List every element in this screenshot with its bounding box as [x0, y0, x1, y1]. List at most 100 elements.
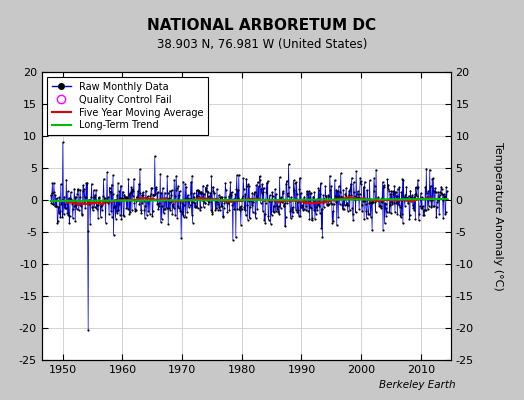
Point: [131, 208, 139, 214]
Point: [422, 207, 430, 213]
Point: [85, 196, 94, 203]
Point: [324, 192, 333, 198]
Point: [206, 190, 215, 196]
Point: [260, 217, 268, 223]
Point: [265, 197, 274, 204]
Point: [135, 180, 143, 187]
Point: [420, 212, 429, 218]
Point: [262, 188, 270, 195]
Point: [138, 200, 147, 206]
Point: [212, 196, 220, 202]
Point: [436, 189, 444, 195]
Point: [344, 208, 352, 214]
Point: [354, 191, 363, 197]
Point: [149, 208, 157, 214]
Point: [276, 205, 285, 211]
Point: [380, 182, 388, 188]
Point: [257, 186, 265, 192]
Point: [97, 202, 106, 208]
Point: [239, 175, 247, 182]
Point: [254, 179, 262, 185]
Point: [416, 203, 424, 210]
Point: [282, 181, 290, 187]
Point: [350, 179, 358, 186]
Point: [132, 207, 140, 213]
Point: [177, 234, 185, 241]
Point: [309, 196, 317, 202]
Point: [48, 180, 57, 187]
Point: [294, 207, 303, 213]
Point: [260, 210, 269, 217]
Point: [423, 206, 432, 212]
Point: [263, 180, 271, 186]
Point: [199, 182, 207, 189]
Point: [208, 211, 216, 217]
Point: [388, 199, 396, 205]
Point: [148, 185, 156, 192]
Point: [178, 209, 186, 215]
Point: [379, 184, 388, 190]
Point: [257, 189, 266, 196]
Point: [303, 188, 311, 194]
Point: [362, 201, 370, 208]
Point: [374, 198, 383, 204]
Point: [300, 206, 308, 212]
Point: [228, 202, 236, 208]
Point: [118, 195, 126, 202]
Point: [77, 200, 85, 206]
Legend: Raw Monthly Data, Quality Control Fail, Five Year Moving Average, Long-Term Tren: Raw Monthly Data, Quality Control Fail, …: [47, 77, 208, 135]
Point: [92, 186, 100, 193]
Point: [80, 186, 89, 192]
Point: [402, 195, 411, 201]
Point: [409, 202, 417, 209]
Point: [140, 215, 149, 221]
Point: [108, 214, 116, 220]
Point: [441, 210, 450, 217]
Point: [62, 198, 71, 204]
Point: [106, 188, 115, 195]
Point: [121, 194, 129, 201]
Point: [334, 214, 343, 220]
Point: [66, 195, 74, 202]
Point: [83, 180, 91, 186]
Point: [335, 201, 344, 208]
Point: [332, 187, 341, 193]
Point: [298, 203, 307, 210]
Point: [301, 199, 310, 206]
Point: [261, 220, 269, 227]
Point: [215, 192, 223, 198]
Point: [77, 203, 85, 210]
Point: [367, 199, 376, 206]
Point: [103, 169, 111, 176]
Point: [443, 188, 451, 194]
Point: [219, 213, 227, 220]
Point: [248, 209, 257, 216]
Text: NATIONAL ARBORETUM DC: NATIONAL ARBORETUM DC: [147, 18, 377, 33]
Point: [79, 188, 87, 195]
Point: [47, 192, 55, 198]
Point: [280, 200, 289, 206]
Point: [347, 175, 356, 181]
Point: [64, 195, 73, 202]
Point: [370, 175, 378, 181]
Point: [297, 190, 305, 196]
Point: [424, 202, 433, 209]
Point: [358, 208, 366, 214]
Point: [152, 186, 160, 193]
Point: [73, 190, 81, 197]
Point: [296, 186, 304, 192]
Point: [223, 197, 231, 204]
Point: [266, 192, 274, 199]
Point: [392, 189, 400, 196]
Point: [351, 197, 359, 203]
Point: [256, 173, 264, 180]
Point: [130, 200, 138, 206]
Point: [310, 189, 319, 196]
Point: [286, 215, 294, 222]
Point: [246, 215, 254, 222]
Point: [121, 194, 129, 200]
Point: [117, 216, 126, 222]
Point: [172, 185, 181, 192]
Point: [124, 206, 132, 212]
Point: [95, 198, 104, 204]
